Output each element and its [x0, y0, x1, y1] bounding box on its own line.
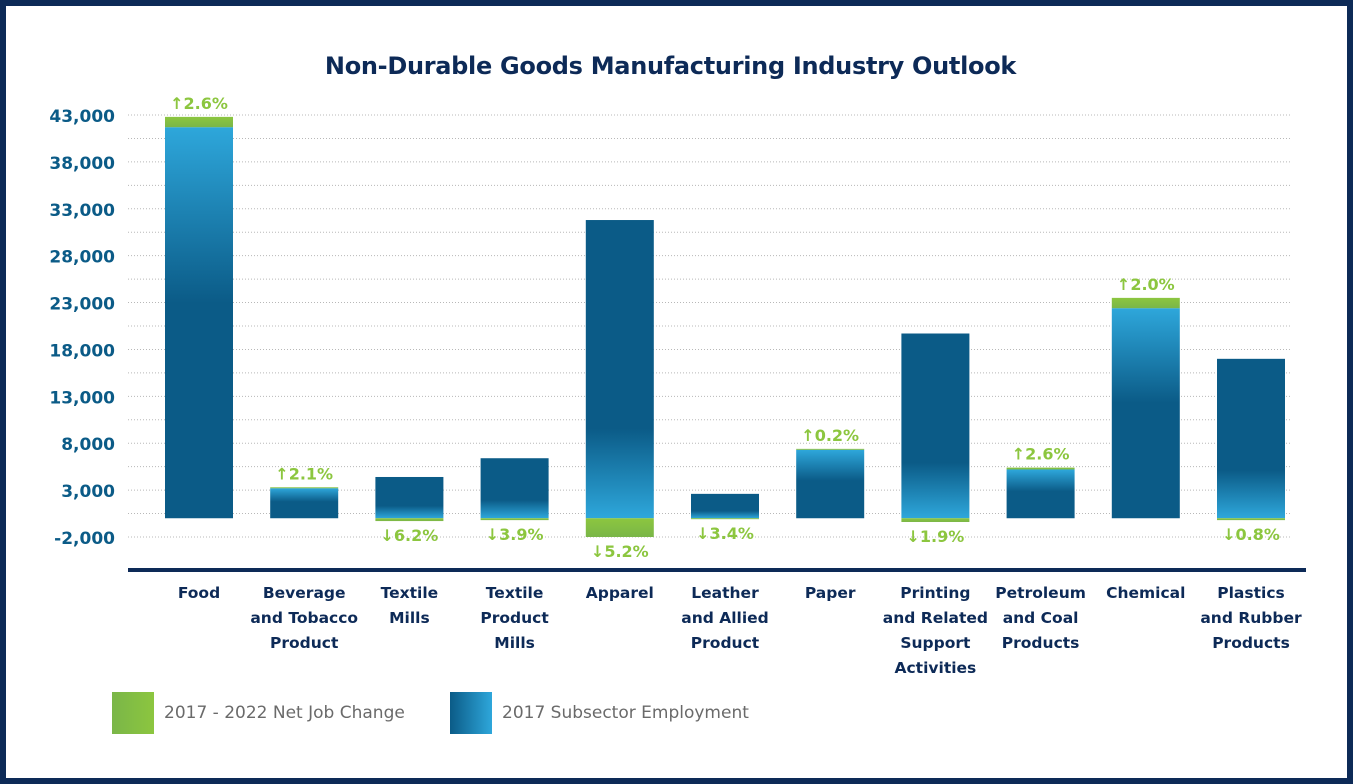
x-category-label-line: Product — [480, 609, 549, 627]
x-category-label-line: Product — [270, 634, 339, 652]
employment-bar — [480, 458, 549, 519]
chart-title: Non-Durable Goods Manufacturing Industry… — [324, 52, 1017, 80]
x-category-label: Leather and Allied Product — [681, 584, 769, 652]
x-category-label-line: Petroleum — [995, 584, 1086, 602]
net-change-label: ↓3.4% — [696, 524, 754, 543]
x-category-label: Textile Mills — [381, 584, 439, 627]
x-category-label-line: and Rubber — [1200, 609, 1302, 627]
y-tick-label: 33,000 — [49, 201, 115, 221]
change-labels: ↑2.6% ↑2.1% ↓6.2% ↓3.9% ↓5.2% ↓3.4% ↑0.2% ↓1.9%… — [170, 94, 1280, 561]
x-category-label-line: Product — [691, 634, 760, 652]
employment-bar — [796, 449, 865, 519]
x-category-label-line: Chemical — [1106, 584, 1185, 602]
employment-bar — [1006, 469, 1075, 519]
x-axis-labels: Food Beverage and Tobacco Product Textile Mil… — [178, 584, 1302, 677]
x-category-label-line: Textile — [486, 584, 544, 602]
y-tick-label: 23,000 — [49, 295, 115, 315]
legend-label-subsector-employment: 2017 Subsector Employment — [502, 703, 749, 723]
x-category-label-line: Support — [900, 634, 971, 652]
y-tick-label: 43,000 — [49, 107, 115, 127]
x-category-label: Petroleum and Coal Products — [995, 584, 1086, 652]
employment-bar — [691, 493, 759, 519]
x-category-label-line: Apparel — [586, 584, 654, 602]
net-change-bar — [691, 518, 759, 520]
x-category-label: Food — [178, 584, 220, 602]
x-category-label-line: Activities — [895, 659, 977, 677]
x-category-label: Beverage and Tobacco Product — [250, 584, 358, 652]
net-change-label: ↓5.2% — [591, 542, 649, 561]
employment-bar — [1217, 358, 1285, 519]
net-change-label: ↑2.6% — [1012, 445, 1070, 464]
y-tick-label: 8,000 — [61, 435, 115, 455]
employment-bar — [270, 488, 339, 519]
employment-bar — [1111, 308, 1180, 519]
net-change-label: ↑0.2% — [801, 426, 859, 445]
x-category-label: Plastics and Rubber Products — [1200, 584, 1302, 652]
employment-bar — [165, 127, 233, 519]
bars — [165, 116, 1285, 537]
x-category-label-line: Products — [1002, 634, 1080, 652]
x-category-label-line: Textile — [381, 584, 439, 602]
x-category-label-line: Mills — [494, 634, 535, 652]
net-change-label: ↑2.6% — [170, 94, 228, 113]
y-tick-label: 13,000 — [49, 388, 115, 408]
net-change-label: ↑2.0% — [1117, 275, 1175, 294]
net-change-bar — [165, 116, 233, 128]
employment-bar — [901, 333, 970, 519]
employment-bar — [585, 220, 654, 519]
legend-item-subsector-employment: 2017 Subsector Employment — [450, 692, 749, 734]
x-category-label-line: and Coal — [1003, 609, 1079, 627]
y-tick-label: 18,000 — [49, 341, 115, 361]
x-category-label-line: Leather — [691, 584, 759, 602]
net-change-bar — [1111, 297, 1180, 309]
net-change-bar — [901, 518, 970, 522]
legend-item-net-job-change: 2017 - 2022 Net Job Change — [112, 692, 405, 734]
y-tick-label: 28,000 — [49, 248, 115, 268]
x-category-label-line: Paper — [805, 584, 856, 602]
y-tick-label: 38,000 — [49, 154, 115, 174]
net-change-bar — [1006, 467, 1075, 470]
employment-bar — [375, 476, 444, 519]
y-tick-label: -2,000 — [54, 529, 115, 549]
y-tick-label: 3,000 — [61, 482, 115, 502]
x-category-label-line: and Allied — [681, 609, 769, 627]
x-category-label-line: and Tobacco — [250, 609, 358, 627]
net-change-bar — [375, 518, 444, 522]
legend-swatch-subsector-employment — [450, 692, 492, 734]
net-change-bar — [270, 487, 339, 489]
x-category-label-line: Products — [1212, 634, 1290, 652]
net-change-label: ↓3.9% — [486, 525, 544, 544]
x-category-label-line: Food — [178, 584, 220, 602]
net-change-bar — [796, 448, 865, 450]
x-category-label: Paper — [805, 584, 856, 602]
y-axis-ticks: 43,000 38,000 33,000 28,000 23,000 18,000 13,0… — [49, 107, 115, 549]
x-category-label: Apparel — [586, 584, 654, 602]
x-category-label: Printing and Related Support Activities — [883, 584, 988, 677]
x-category-label: Chemical — [1106, 584, 1185, 602]
x-category-label: Textile Product Mills — [480, 584, 549, 652]
x-category-label-line: and Related — [883, 609, 988, 627]
net-change-label: ↓0.8% — [1222, 525, 1280, 544]
legend-label-net-job-change: 2017 - 2022 Net Job Change — [164, 703, 405, 723]
x-category-label-line: Mills — [389, 609, 430, 627]
net-change-label: ↑2.1% — [275, 464, 333, 483]
x-category-label-line: Plastics — [1217, 584, 1285, 602]
net-change-bar — [480, 518, 549, 521]
net-change-bar — [585, 518, 654, 537]
net-change-bar — [1217, 518, 1285, 521]
net-change-label: ↓1.9% — [907, 527, 965, 546]
net-change-label: ↓6.2% — [381, 526, 439, 545]
x-category-label-line: Beverage — [263, 584, 346, 602]
gridlines — [128, 114, 1292, 538]
legend-swatch-net-job-change — [112, 692, 154, 734]
x-category-label-line: Printing — [900, 584, 970, 602]
